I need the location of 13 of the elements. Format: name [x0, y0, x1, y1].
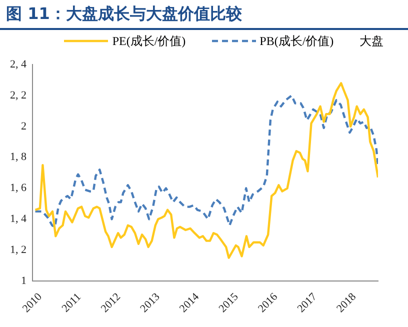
y-tick-label: 1, 6: [10, 182, 27, 194]
y-tick-label: 1, 8: [10, 151, 27, 164]
chart-title: 图 11：大盘成长与大盘价值比较: [6, 4, 242, 24]
y-tick-label: 2, 2: [10, 89, 26, 102]
legend-title: 大盘: [360, 32, 384, 50]
y-tick-label: 1, 4: [10, 213, 27, 226]
y-tick-label: 2, 4: [10, 58, 27, 70]
y-tick-label: 1: [21, 274, 26, 287]
y-tick-label: 1, 2: [10, 244, 26, 256]
y-tick-label: 2: [21, 120, 26, 132]
legend-label: PB(成长/价值): [260, 32, 334, 50]
line-series: [34, 94, 378, 228]
legend-label: PE(成长/价值): [112, 32, 186, 50]
